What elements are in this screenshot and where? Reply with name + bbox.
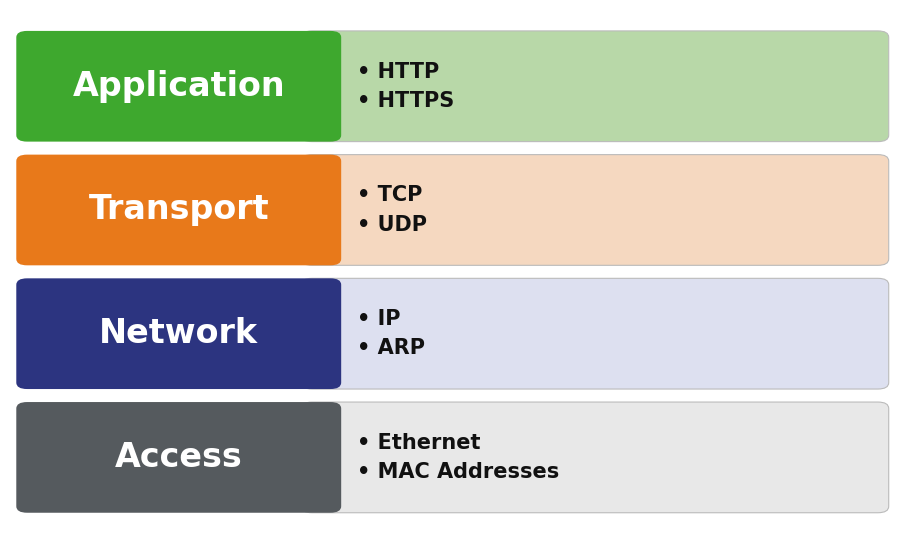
Text: Access: Access: [115, 441, 243, 474]
Text: Network: Network: [100, 317, 258, 350]
Text: Application: Application: [72, 70, 285, 103]
FancyBboxPatch shape: [16, 155, 341, 265]
Text: • IP: • IP: [357, 309, 401, 329]
Text: Transport: Transport: [89, 193, 269, 227]
Text: • HTTP: • HTTP: [357, 62, 440, 82]
Text: • Ethernet: • Ethernet: [357, 433, 481, 453]
FancyBboxPatch shape: [16, 402, 341, 513]
FancyBboxPatch shape: [301, 155, 889, 265]
FancyBboxPatch shape: [16, 278, 341, 389]
Text: • HTTPS: • HTTPS: [357, 91, 454, 111]
FancyBboxPatch shape: [301, 31, 889, 142]
Text: • UDP: • UDP: [357, 215, 427, 235]
FancyBboxPatch shape: [301, 402, 889, 513]
Text: • TCP: • TCP: [357, 185, 423, 205]
FancyBboxPatch shape: [301, 278, 889, 389]
Text: • MAC Addresses: • MAC Addresses: [357, 462, 559, 482]
FancyBboxPatch shape: [16, 31, 341, 142]
Text: • ARP: • ARP: [357, 338, 425, 358]
